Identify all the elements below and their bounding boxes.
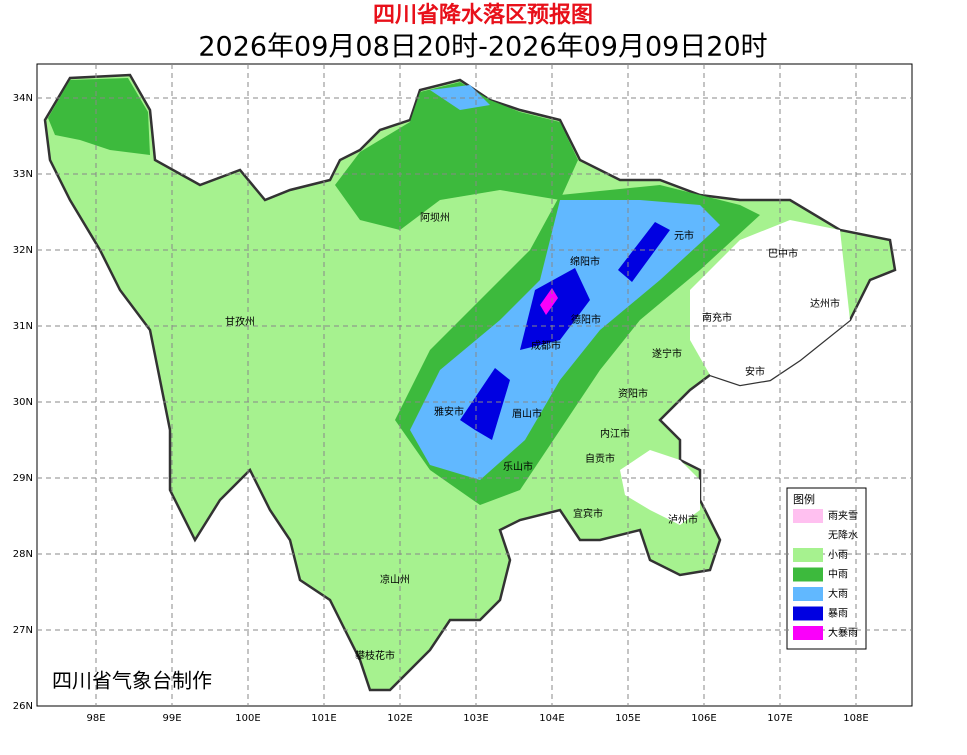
place-label: 安市 [745, 365, 765, 378]
place-label: 泸州市 [668, 513, 698, 526]
precip-areas [43, 73, 897, 692]
place-label: 遂宁市 [652, 347, 682, 360]
legend-label: 中雨 [828, 568, 848, 581]
place-label: 巴中市 [768, 247, 798, 260]
lat-label: 32N [13, 245, 33, 256]
legend-swatch [793, 606, 823, 621]
lon-label: 100E [235, 713, 260, 724]
lat-label: 31N [13, 321, 33, 332]
lat-label: 27N [13, 625, 33, 636]
legend-swatch [793, 567, 823, 582]
title: 四川省降水落区预报图 [373, 3, 593, 28]
place-label: 绵阳市 [570, 255, 600, 268]
lon-label: 101E [311, 713, 336, 724]
lat-label: 28N [13, 549, 33, 560]
place-label: 阿坝州 [420, 212, 450, 224]
lat-label: 26N [13, 701, 33, 712]
lat-label: 29N [13, 473, 33, 484]
place-label: 元市 [674, 229, 694, 242]
lat-label: 34N [13, 93, 33, 104]
legend-label: 小雨 [828, 549, 848, 561]
place-label: 南充市 [702, 311, 732, 324]
place-label: 雅安市 [434, 405, 464, 418]
legend-swatch [793, 626, 823, 640]
place-label: 眉山市 [512, 407, 542, 420]
lon-label: 102E [387, 713, 412, 724]
place-label: 攀枝花市 [355, 649, 395, 662]
lon-label: 104E [539, 713, 564, 724]
subtitle: 2026年09月08日20时-2026年09月09日20时 [198, 32, 767, 63]
place-label: 宜宾市 [573, 507, 603, 520]
legend-title: 图例 [793, 492, 815, 506]
legend-label: 无降水 [828, 529, 858, 542]
place-label: 甘孜州 [225, 315, 255, 328]
lon-label: 107E [767, 713, 792, 724]
place-label: 达州市 [810, 297, 840, 310]
place-label: 资阳市 [618, 387, 648, 400]
place-label: 成都市 [531, 339, 561, 352]
legend-swatch [793, 528, 823, 543]
credit: 四川省气象台制作 [52, 669, 212, 693]
legend-label: 暴雨 [828, 608, 848, 620]
lon-label: 106E [691, 713, 716, 724]
legend-swatch [793, 587, 823, 601]
place-label: 德阳市 [571, 313, 601, 326]
lon-label: 98E [86, 713, 105, 724]
legend-label: 雨夹雪 [828, 509, 858, 522]
place-label: 内江市 [600, 427, 630, 440]
lat-label: 33N [13, 169, 33, 180]
lat-label: 30N [13, 397, 33, 408]
legend-label: 大雨 [828, 587, 848, 600]
place-label: 凉山州 [380, 573, 410, 586]
place-label: 乐山市 [503, 460, 533, 473]
lon-label: 105E [615, 713, 640, 724]
legend-swatch [793, 548, 823, 562]
lon-label: 103E [463, 713, 488, 724]
lon-label: 108E [843, 713, 868, 724]
place-label: 自贡市 [585, 452, 615, 465]
lon-label: 99E [162, 713, 181, 724]
legend-swatch [793, 509, 823, 523]
legend-label: 大暴雨 [828, 626, 858, 639]
